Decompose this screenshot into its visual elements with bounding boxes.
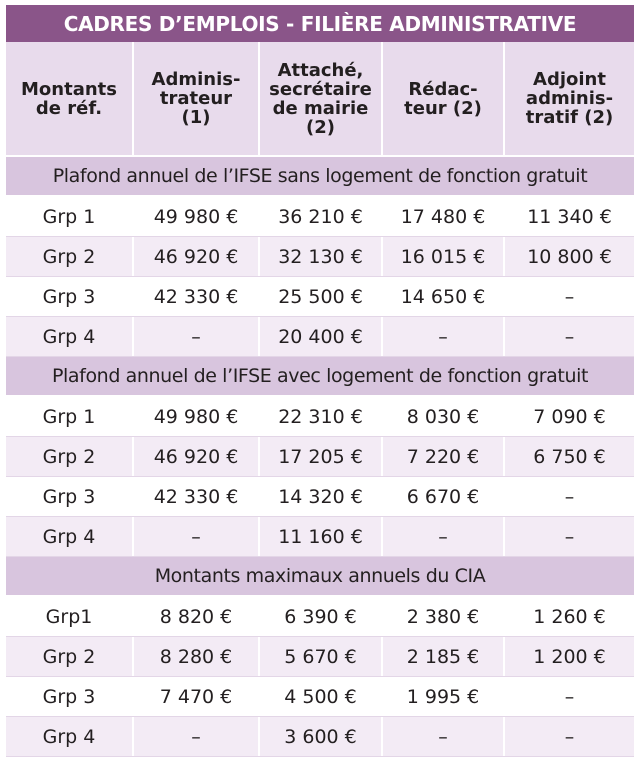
data-cell: 5 670 € — [260, 637, 383, 676]
data-cell: 20 400 € — [260, 317, 383, 356]
data-cell: 2 185 € — [383, 637, 505, 676]
header-line: Attaché, — [277, 59, 364, 81]
data-cell: 49 980 € — [134, 397, 260, 436]
data-cell: 4 500 € — [260, 677, 383, 716]
data-row: Grp 4–20 400 € – – — [6, 317, 634, 357]
data-cell: 6 390 € — [260, 597, 383, 636]
data-row: Grp 3 42 330 €25 500 €14 650 € – — [6, 277, 634, 317]
data-cell: – — [383, 517, 505, 556]
data-cell: Grp 1 — [6, 397, 134, 436]
data-cell: 11 160 € — [260, 517, 383, 556]
data-row: Grp 1 49 980 €36 210 €17 480 € 11 340 € — [6, 197, 634, 237]
header-line: secrétaire — [269, 78, 372, 100]
data-cell: 16 015 € — [383, 237, 505, 276]
data-cell: 8 820 € — [134, 597, 260, 636]
data-row: Grp 4–11 160 € – – — [6, 517, 634, 557]
data-cell: 17 480 € — [383, 197, 505, 236]
data-row: Grp 2 46 920 €17 205 €7 220 € 6 750 € — [6, 437, 634, 477]
data-cell: 17 205 € — [260, 437, 383, 476]
data-cell: 3 600 € — [260, 717, 383, 756]
data-cell: – — [134, 517, 260, 556]
data-cell: Grp1 — [6, 597, 134, 636]
data-cell: Grp 2 — [6, 637, 134, 676]
header-cell: Adminis-trateur (1) — [134, 42, 260, 155]
data-cell: 1 995 € — [383, 677, 505, 716]
data-cell: 42 330 € — [134, 477, 260, 516]
data-cell: Grp 3 — [6, 477, 134, 516]
data-cell: Grp 1 — [6, 197, 134, 236]
data-cell: 36 210 € — [260, 197, 383, 236]
data-cell: 2 380 € — [383, 597, 505, 636]
header-line: (1) — [181, 107, 211, 128]
data-cell: – — [564, 325, 575, 348]
header-cell: Rédac-teur (2) — [383, 42, 505, 155]
data-cell: 14 320 € — [260, 477, 383, 516]
section-title: Montants maximaux annuels du CIA — [6, 557, 634, 597]
data-cell: – — [564, 685, 575, 708]
data-cell: Grp 4 — [6, 317, 134, 356]
data-cell: – — [383, 317, 505, 356]
header-line: Adminis- — [151, 69, 241, 90]
header-line: Montants — [21, 78, 117, 100]
header-line: Rédac- — [408, 78, 478, 100]
data-cell: 14 650 € — [383, 277, 505, 316]
data-cell: 32 130 € — [260, 237, 383, 276]
data-row: Grp1 8 820 €6 390 €2 380 € 1 260 € — [6, 597, 634, 637]
data-cell: Grp 3 — [6, 277, 134, 316]
data-cell: Grp 3 — [6, 677, 134, 716]
data-cell: Grp 4 — [6, 717, 134, 756]
header-line: Adjoint — [533, 69, 606, 90]
header-line: tratif (2) — [525, 107, 614, 128]
section-title: Plafond annuel de l’IFSE sans logement d… — [6, 157, 634, 197]
data-row: Grp 4–3 600 € – – — [6, 717, 634, 757]
data-cell: Grp 2 — [6, 237, 134, 276]
section-title: Plafond annuel de l’IFSE avec logement d… — [6, 357, 634, 397]
data-cell: 22 310 € — [260, 397, 383, 436]
data-cell: 25 500 € — [260, 277, 383, 316]
table: CADRES D’EMPLOIS - FILIÈRE ADMINISTRATIV… — [6, 5, 634, 757]
data-cell: 6 670 € — [383, 477, 505, 516]
data-cell: – — [564, 725, 575, 748]
data-cell: – — [564, 285, 575, 308]
header-line: adminis- — [525, 88, 614, 109]
header-line: de réf. — [35, 97, 103, 119]
data-cell: – — [383, 717, 505, 756]
header-line: de mairie — [272, 97, 369, 119]
header-cell: Montants de réf. — [6, 42, 134, 155]
data-cell: 1 200 € — [533, 645, 606, 668]
data-row: Grp 1 49 980 €22 310 €8 030 € 7 090 € — [6, 397, 634, 437]
data-cell: 8 280 € — [134, 637, 260, 676]
data-cell: Grp 4 — [6, 517, 134, 556]
header-line: trateur — [159, 88, 233, 109]
data-cell: 7 220 € — [383, 437, 505, 476]
data-cell: – — [564, 525, 575, 548]
data-cell: 11 340 € — [527, 205, 612, 228]
data-cell: Grp 2 — [6, 437, 134, 476]
data-row: Grp 2 46 920 €32 130 €16 015 € 10 800 € — [6, 237, 634, 277]
data-cell: 8 030 € — [383, 397, 505, 436]
header-cell: Adjoint adminis-tratif (2) — [505, 42, 634, 155]
data-cell: 7 470 € — [134, 677, 260, 716]
data-cell: 42 330 € — [134, 277, 260, 316]
data-row: Grp 3 42 330 €14 320 €6 670 € – — [6, 477, 634, 517]
data-cell: 1 260 € — [533, 605, 606, 628]
data-cell: 46 920 € — [134, 437, 260, 476]
data-cell: – — [564, 485, 575, 508]
header-cell: Attaché, secrétaire de mairie (2) — [260, 42, 383, 155]
data-cell: 6 750 € — [533, 445, 606, 468]
header-line: teur (2) — [404, 97, 482, 119]
data-cell: – — [134, 317, 260, 356]
header-line: (2) — [306, 116, 335, 138]
data-cell: 7 090 € — [533, 405, 606, 428]
header-row: Montants de réf. Adminis-trateur (1) Attaché… — [6, 42, 634, 157]
table-title: CADRES D’EMPLOIS - FILIÈRE ADMINISTRATIV… — [6, 5, 634, 42]
data-cell: – — [134, 717, 260, 756]
data-cell: 49 980 € — [134, 197, 260, 236]
data-cell: 10 800 € — [527, 245, 612, 268]
data-cell: 46 920 € — [134, 237, 260, 276]
